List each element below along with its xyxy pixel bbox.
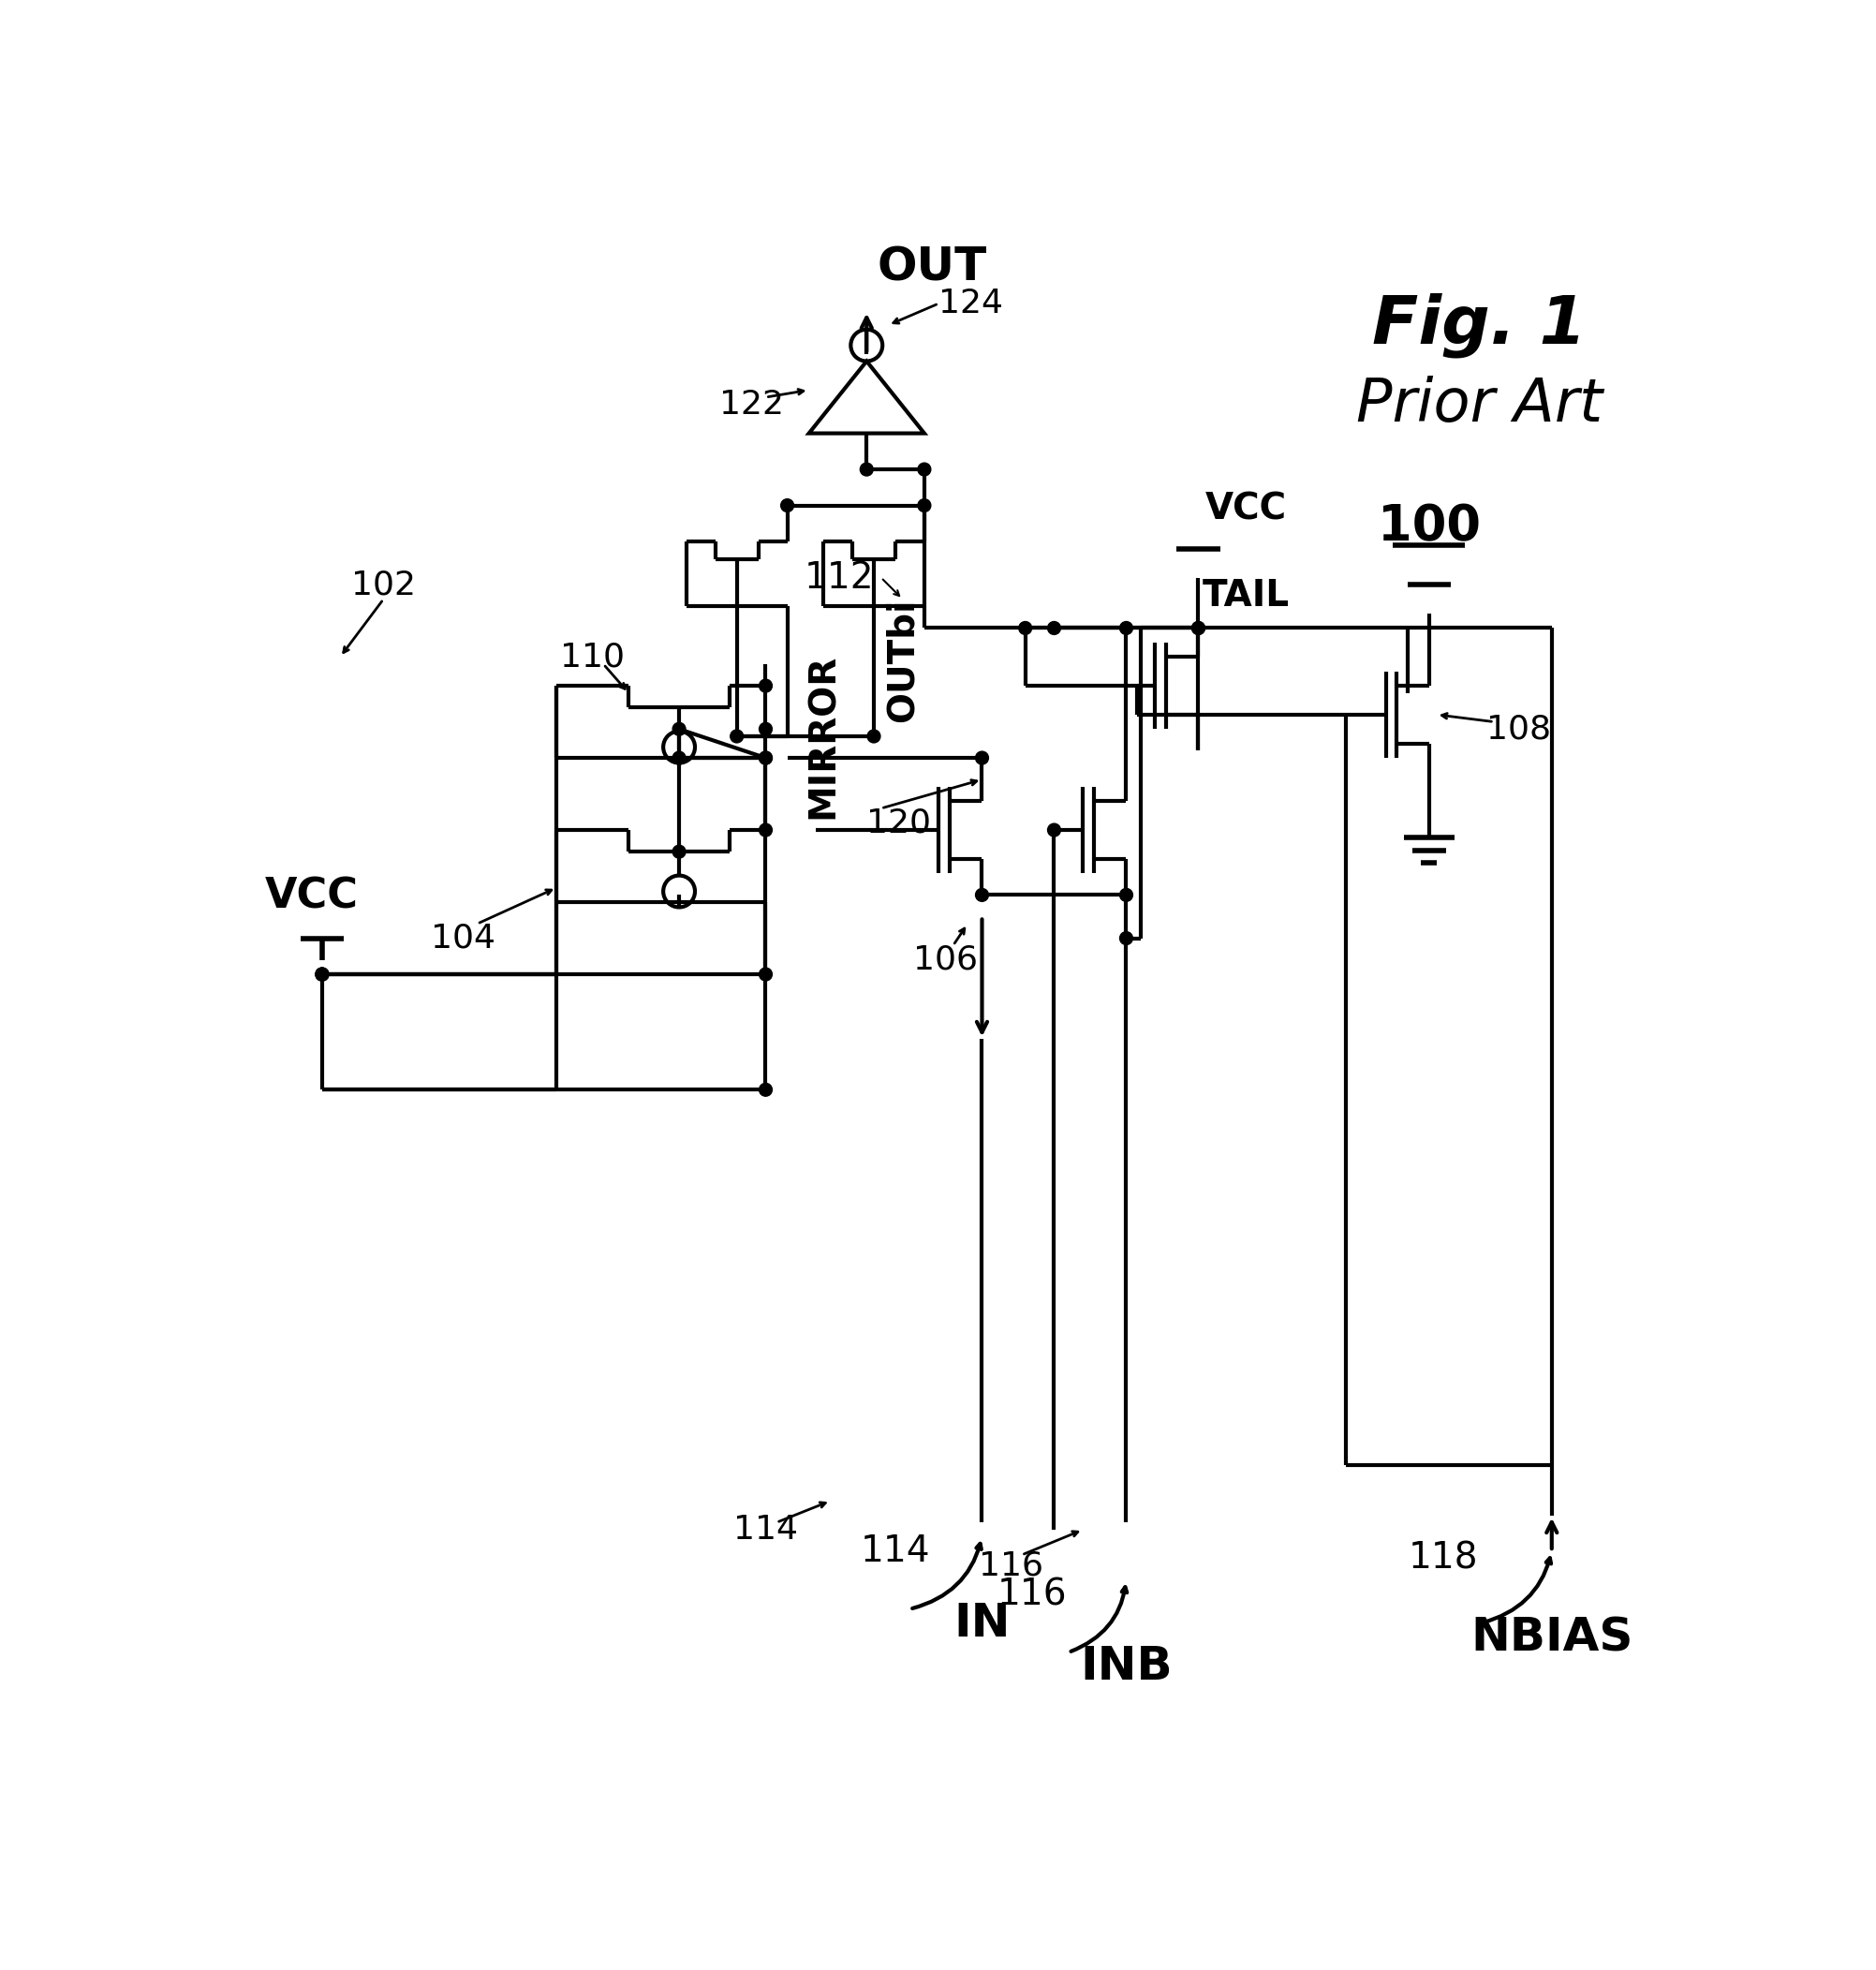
Text: 114: 114 [734,1513,797,1546]
Circle shape [1120,932,1133,946]
Circle shape [1019,623,1032,634]
Circle shape [976,751,989,764]
Text: 116: 116 [979,1550,1043,1582]
Text: 106: 106 [914,944,977,975]
Circle shape [760,723,773,735]
Text: NBIAS: NBIAS [1471,1615,1632,1661]
Text: 122: 122 [719,388,784,420]
Text: 114: 114 [861,1533,930,1570]
Text: Prior Art: Prior Art [1356,376,1602,433]
Text: VCC: VCC [265,877,358,916]
Text: 102: 102 [351,569,416,601]
Text: VCC: VCC [1206,491,1287,528]
Circle shape [673,751,685,764]
Circle shape [1047,623,1060,634]
Text: 120: 120 [867,808,930,839]
Text: 124: 124 [938,288,1004,319]
Text: MIRROR: MIRROR [805,654,840,820]
Text: INB: INB [1081,1645,1172,1688]
Circle shape [1120,623,1133,634]
Text: 112: 112 [805,559,874,595]
Circle shape [859,463,872,477]
Text: Fig. 1: Fig. 1 [1373,294,1587,359]
Circle shape [1120,888,1133,902]
Circle shape [976,888,989,902]
Text: 116: 116 [998,1576,1067,1611]
Circle shape [1191,623,1204,634]
Circle shape [780,498,794,512]
Circle shape [315,967,328,981]
Circle shape [1047,823,1060,837]
Text: IN: IN [953,1602,1011,1647]
Text: 108: 108 [1488,713,1551,745]
Circle shape [730,729,743,743]
Circle shape [315,967,328,981]
Text: 100: 100 [1377,502,1480,552]
Text: TAIL: TAIL [1203,577,1289,613]
Circle shape [673,845,685,859]
Circle shape [1191,623,1204,634]
Circle shape [760,680,773,691]
Text: OUT: OUT [878,244,987,290]
Text: 104: 104 [430,922,495,953]
Circle shape [760,751,773,764]
Circle shape [867,729,880,743]
Circle shape [760,751,773,764]
Text: 118: 118 [1409,1541,1478,1576]
Circle shape [917,463,930,477]
Circle shape [760,1084,773,1095]
Circle shape [673,723,685,735]
Circle shape [760,823,773,837]
Circle shape [315,967,328,981]
Text: 110: 110 [561,640,625,674]
Circle shape [917,498,930,512]
Circle shape [760,967,773,981]
Text: OUTbi: OUTbi [885,597,921,721]
